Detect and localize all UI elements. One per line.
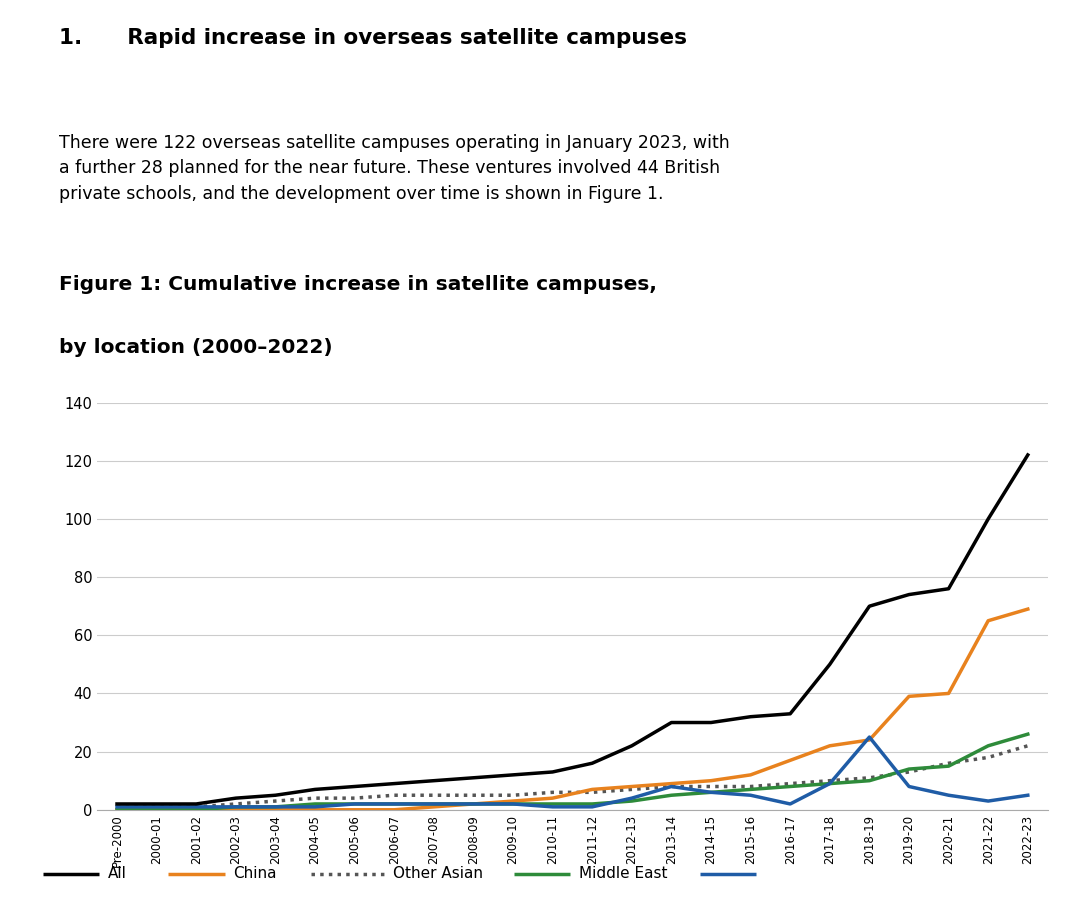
Text: Other Asian: Other Asian	[393, 867, 483, 881]
Text: Middle East: Middle East	[579, 867, 667, 881]
Text: China: China	[233, 867, 276, 881]
Text: All: All	[108, 867, 126, 881]
Text: There were 122 overseas satellite campuses operating in January 2023, with
a fur: There were 122 overseas satellite campus…	[59, 134, 730, 203]
Text: 1.      Rapid increase in overseas satellite campuses: 1. Rapid increase in overseas satellite …	[59, 27, 687, 48]
Text: by location (2000–2022): by location (2000–2022)	[59, 339, 333, 358]
Text: Figure 1: Cumulative increase in satellite campuses,: Figure 1: Cumulative increase in satelli…	[59, 275, 658, 295]
